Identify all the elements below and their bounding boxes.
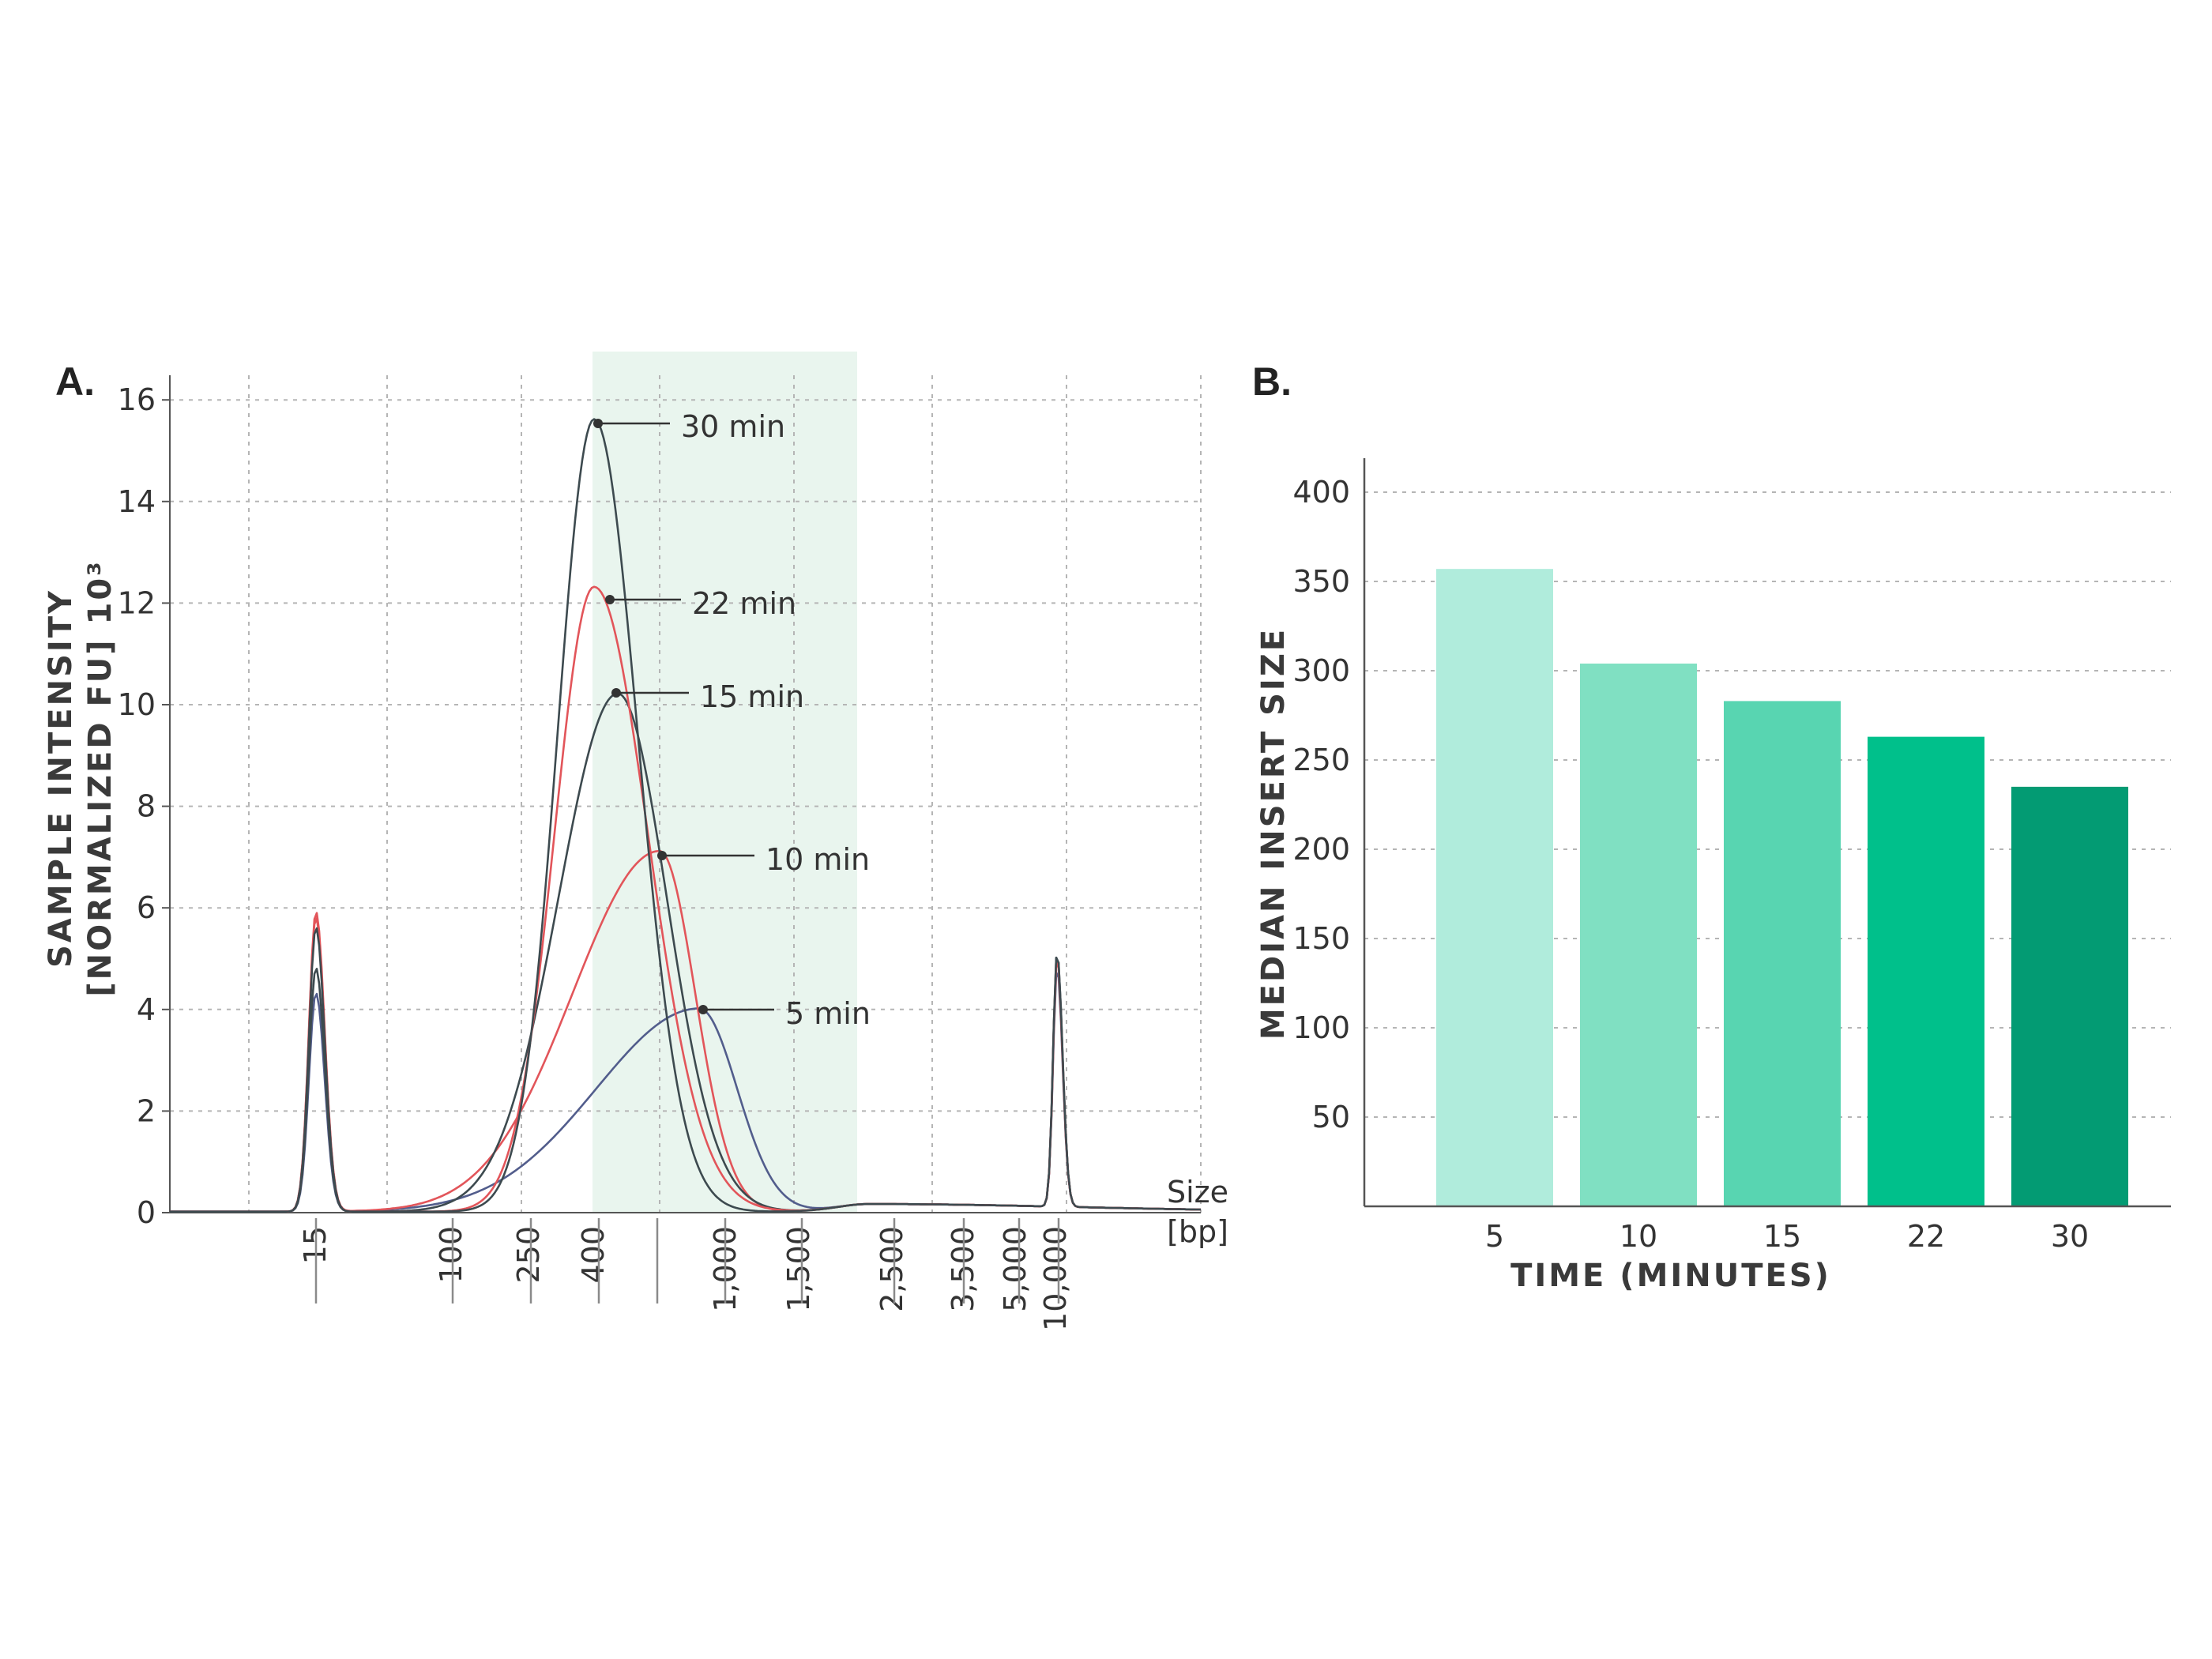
x-tick-label: 15 (1763, 1219, 1801, 1254)
x-tick-label: 400 (576, 1226, 611, 1284)
annotation-dot (605, 595, 615, 604)
y-tick-label: 100 (1292, 1010, 1350, 1045)
y-tick-label: 400 (1292, 475, 1350, 510)
x-tick-label: 30 (2051, 1219, 2089, 1254)
x-tick-label: 1,500 (781, 1226, 816, 1312)
bar-5-min (1436, 569, 1553, 1206)
series-label: 10 min (766, 842, 870, 877)
y-tick-label: 2 (137, 1093, 156, 1128)
x-axis-title-a-line1: Size (1167, 1175, 1228, 1209)
series-label: 5 min (785, 996, 871, 1031)
x-tick-label: 100 (434, 1226, 468, 1284)
panel-b-bars (1436, 569, 2128, 1206)
y-tick-label: 150 (1292, 921, 1350, 956)
y-tick-label: 200 (1292, 832, 1350, 867)
series-label: 30 min (681, 409, 785, 444)
panel-a-grid (170, 375, 1202, 1213)
panel-b-bar-chart: B. 50 100 150 200 250 300 350 400 5 10 15 22 30 TIM… (1252, 359, 2171, 1294)
series-label: 22 min (692, 586, 796, 621)
y-tick-label: 300 (1292, 653, 1350, 688)
panel-b-axes (1363, 458, 2171, 1208)
panel-a-y-ticks: 0 2 4 6 8 10 12 14 16 (118, 382, 170, 1230)
annotation-dot (611, 688, 621, 698)
bar-10-min (1580, 663, 1697, 1206)
x-tick-label: 10,000 (1038, 1226, 1073, 1331)
panel-a-annotations: 30 min 22 min 15 min 10 min 5 min (593, 409, 871, 1031)
panel-a-x-ticks: 15 100 250 400 1,000 1,500 2,500 3,500 5,000 10,0… (298, 1218, 1073, 1331)
x-axis-title-a-line2: [bp] (1167, 1214, 1228, 1249)
x-tick-label: 10 (1620, 1219, 1657, 1254)
y-tick-label: 50 (1312, 1100, 1350, 1134)
y-axis-title-b: MEDIAN INSERT SIZE (1255, 627, 1292, 1040)
panel-a-label: A. (55, 359, 95, 404)
y-axis-title-a-line1: SAMPLE INTENSITY (43, 589, 79, 968)
y-tick-label: 4 (137, 992, 156, 1027)
panel-a-axes (169, 375, 1201, 1213)
highlight-band (592, 352, 857, 1213)
x-tick-label: 2,500 (875, 1226, 909, 1312)
y-tick-label: 16 (118, 382, 156, 417)
bar-30-min (2011, 786, 2128, 1206)
y-tick-label: 0 (137, 1195, 156, 1230)
y-tick-label: 250 (1292, 743, 1350, 777)
y-axis-title-a-line2: [NORMALIZED FU] 10³ (82, 559, 118, 996)
x-tick-label: 5,000 (998, 1226, 1033, 1312)
annotation-dot (698, 1005, 708, 1014)
y-tick-label: 6 (137, 890, 156, 925)
y-tick-label: 10 (118, 687, 156, 722)
y-tick-label: 14 (118, 484, 156, 519)
y-tick-label: 350 (1292, 564, 1350, 599)
x-tick-label: 5 (1485, 1219, 1504, 1254)
bar-22-min (1868, 736, 1984, 1206)
y-tick-label: 8 (137, 789, 156, 824)
x-tick-label: 250 (511, 1226, 546, 1284)
annotation-dot (657, 851, 667, 860)
panel-a-traces (170, 418, 1202, 1213)
panel-b-x-ticks: 5 10 15 22 30 (1485, 1219, 2089, 1254)
bar-15-min (1724, 701, 1841, 1206)
x-axis-title-b: TIME (MINUTES) (1510, 1258, 1831, 1294)
panel-b-label: B. (1252, 359, 1292, 404)
annotation-dot (593, 419, 603, 428)
x-tick-label: 22 (1907, 1219, 1945, 1254)
y-tick-label: 12 (118, 585, 156, 620)
series-label: 15 min (700, 679, 804, 714)
trace-line (170, 418, 1202, 1213)
panel-b-y-ticks: 50 100 150 200 250 300 350 400 (1292, 475, 1350, 1134)
